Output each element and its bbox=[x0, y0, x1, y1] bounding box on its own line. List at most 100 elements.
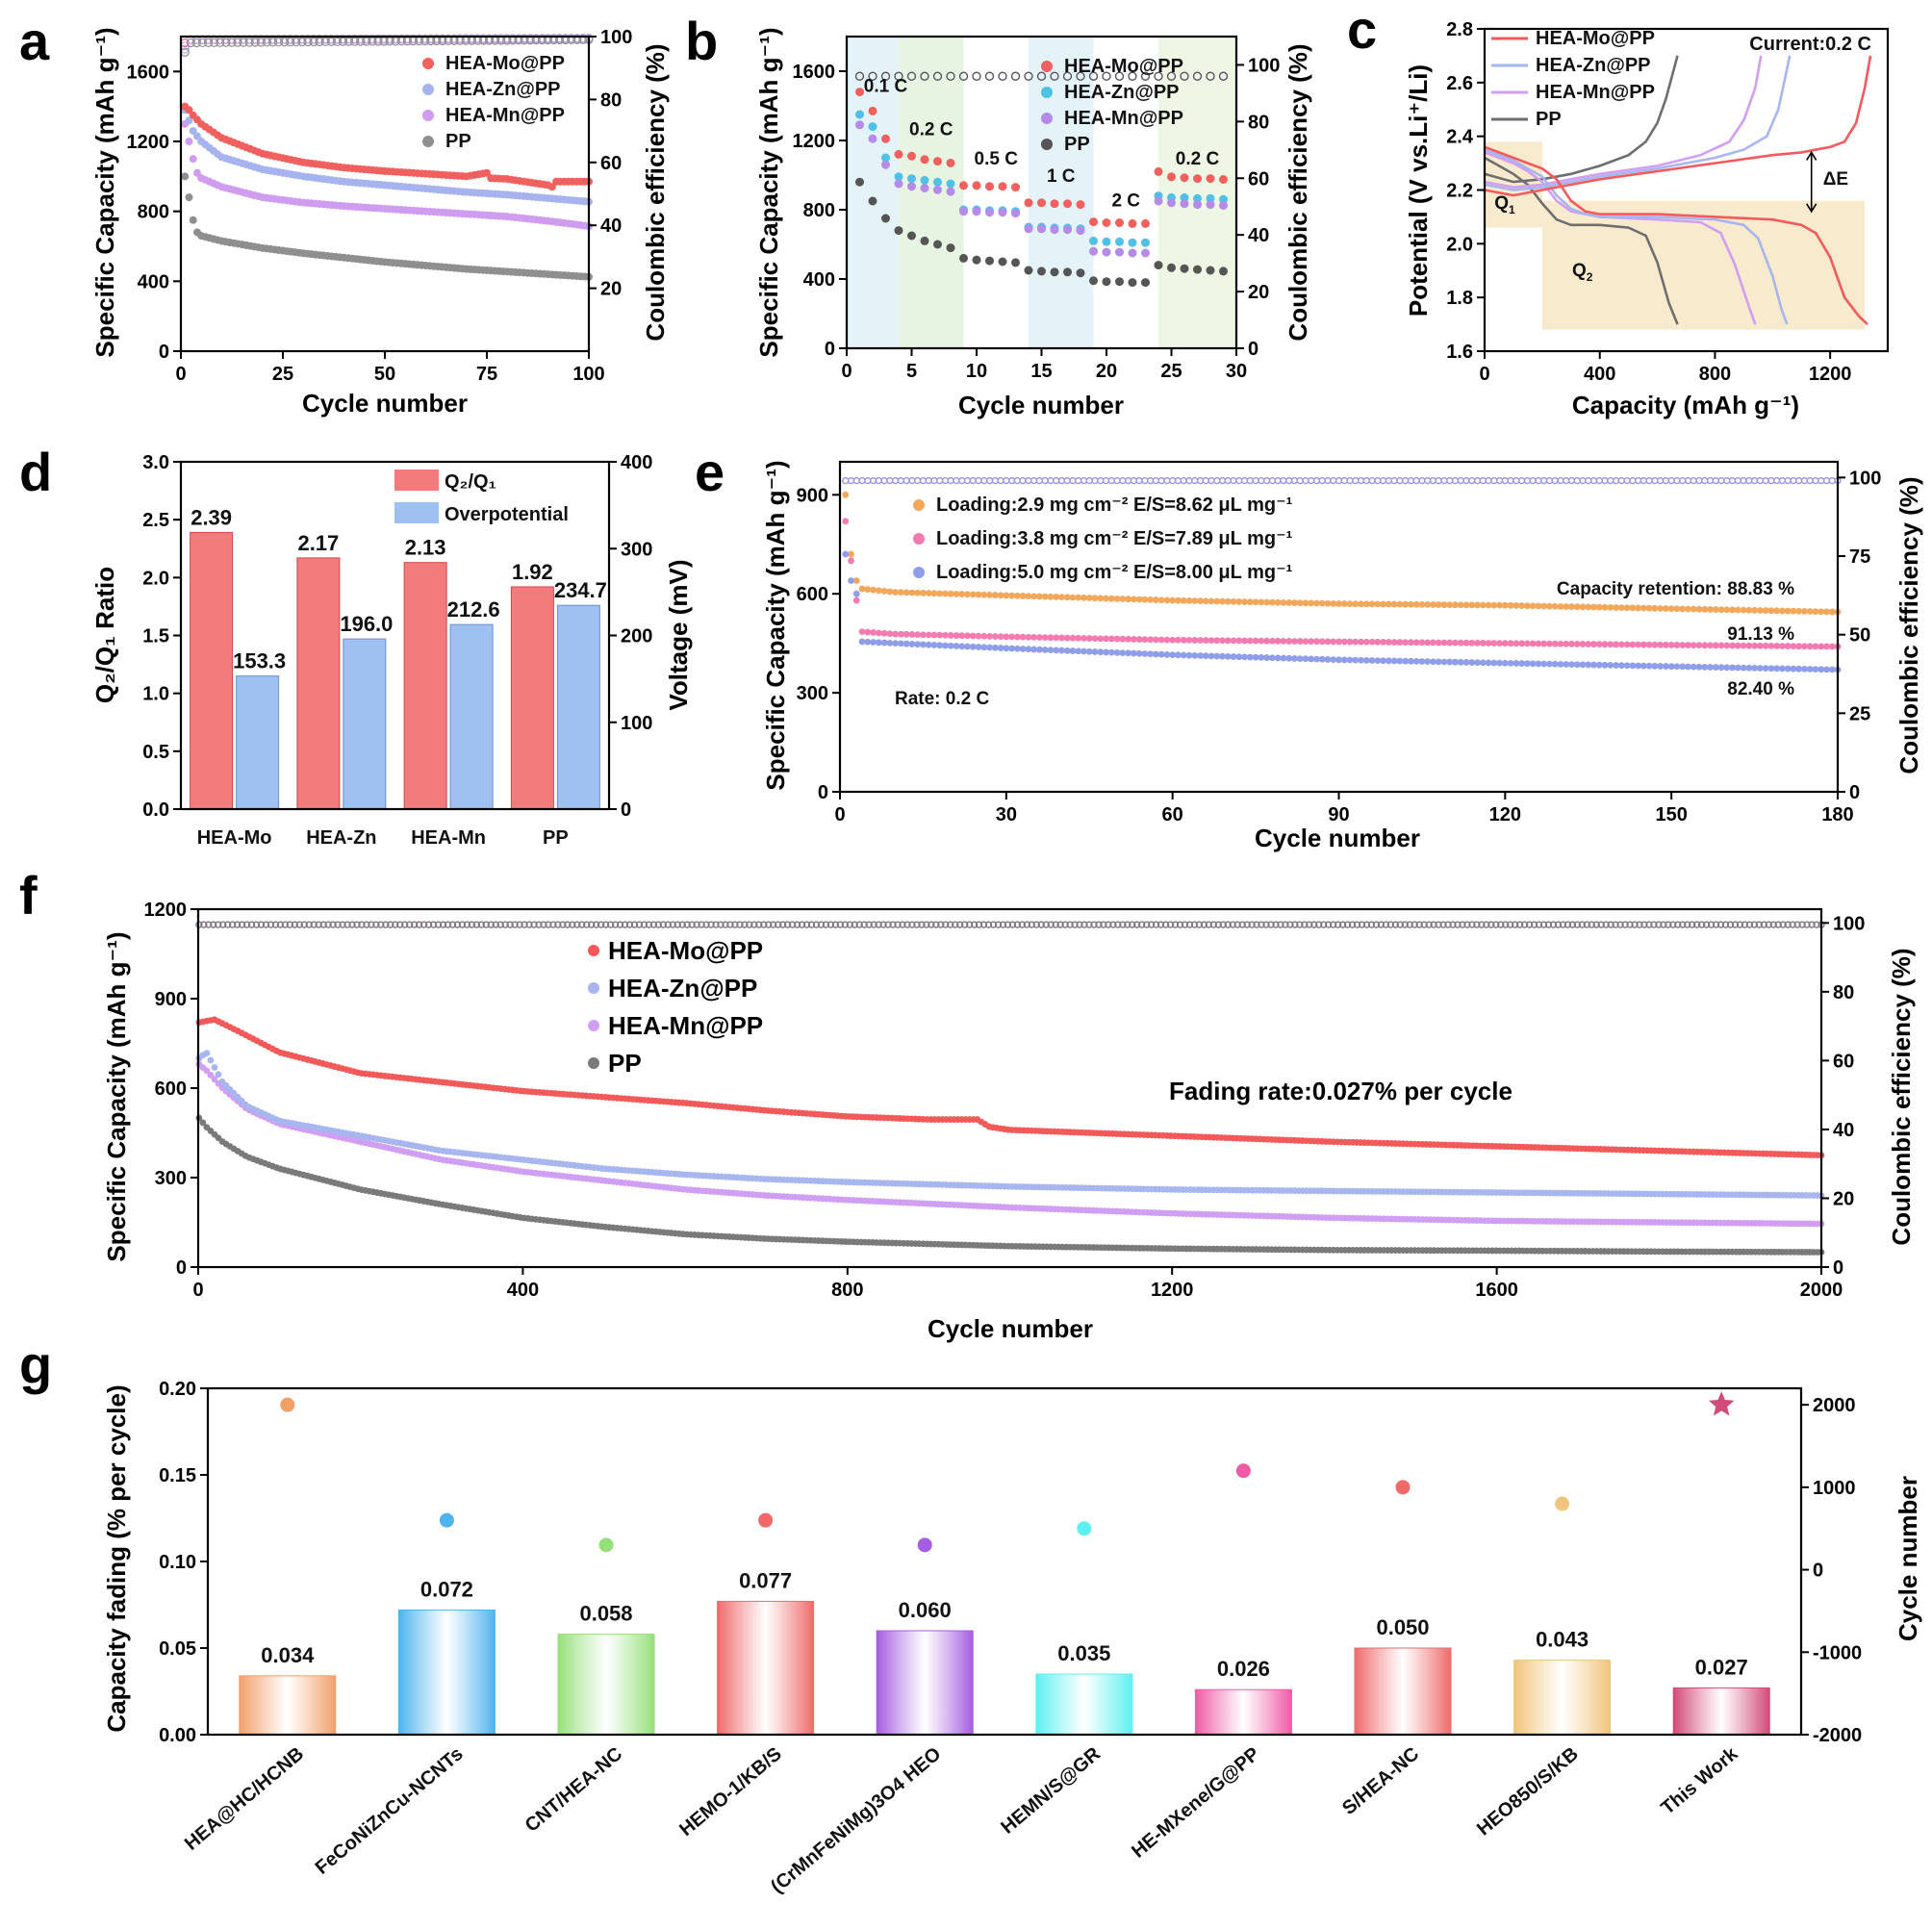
panel-e-ce-point bbox=[1486, 478, 1491, 484]
panel-e-ce-point bbox=[1724, 478, 1730, 484]
panel-e-ce-point bbox=[1353, 478, 1359, 484]
panel-b-ytick-label: 800 bbox=[803, 200, 835, 221]
panel-e-xtick-label: 180 bbox=[1821, 804, 1853, 825]
panel-b-point bbox=[1025, 267, 1033, 275]
panel-c-delta-label: ΔE bbox=[1823, 169, 1848, 190]
panel-e-ce-point bbox=[1630, 478, 1636, 484]
panel-e-ce-point bbox=[1192, 478, 1198, 484]
panel-b-point bbox=[1167, 264, 1176, 272]
panel-b-rate-band bbox=[964, 37, 1030, 348]
panel-e-rate-label: Rate: 0.2 C bbox=[895, 689, 989, 709]
panel-e-ce-point bbox=[1519, 478, 1525, 484]
panel-e-ce-point bbox=[1214, 478, 1220, 484]
panel-e-ce-point bbox=[959, 478, 965, 484]
panel-e-legend-label: Loading:2.9 mg cm⁻² E/S=8.62 μL mg⁻¹ bbox=[936, 495, 1293, 516]
panel-c-xtick-label: 400 bbox=[1584, 364, 1615, 385]
panel-e-ce-point bbox=[1452, 478, 1458, 484]
panel-e-ce-point bbox=[1469, 478, 1475, 484]
panel-e-ce-point bbox=[849, 478, 854, 484]
panel-b-point bbox=[959, 181, 968, 190]
panel-e-ce-point bbox=[1602, 478, 1608, 484]
panel-a-xlabel: Cycle number bbox=[302, 389, 468, 418]
panel-e-ce-point bbox=[843, 478, 849, 484]
panel-e-ce-point bbox=[1175, 478, 1181, 484]
panel-b-point bbox=[881, 135, 890, 143]
panel-a-point bbox=[181, 172, 189, 180]
panel-b-rate-label: 0.1 C bbox=[864, 77, 908, 97]
panel-d-legend-label: Overpotential bbox=[445, 504, 569, 525]
panel-d-bar-label: 1.92 bbox=[512, 560, 553, 584]
panel-b-point bbox=[1167, 172, 1176, 181]
panel-b-ytick-label: 1200 bbox=[793, 131, 836, 152]
panel-e-ce-point bbox=[1363, 478, 1369, 484]
panel-e-point bbox=[848, 558, 854, 565]
panel-d-label: d bbox=[19, 442, 52, 502]
panel-d-bar-overpotential bbox=[237, 676, 279, 809]
panel-b-point bbox=[1037, 267, 1046, 275]
panel-d-ytick-label: 2.0 bbox=[142, 568, 169, 589]
panel-e-ce-point bbox=[1281, 478, 1286, 484]
panel-b-point bbox=[973, 256, 981, 265]
panel-d-category-label: HEA-Mo bbox=[197, 827, 272, 849]
panel-e-ce-point bbox=[1136, 478, 1142, 484]
figure: a0 25 50 75 10004008001200160020406080100Cyc… bbox=[0, 0, 1932, 1929]
panel-e-ce-point bbox=[1359, 478, 1364, 484]
panel-e-point bbox=[842, 518, 849, 524]
panel-e-ce-point bbox=[1746, 478, 1752, 484]
panel-e-ce-point bbox=[1823, 478, 1829, 484]
panel-b-xtick-label: 10 bbox=[966, 361, 987, 382]
panel-b-point bbox=[855, 120, 864, 129]
panel-e-ce-point bbox=[1652, 478, 1658, 484]
panel-e-ce-point bbox=[853, 478, 859, 484]
panel-e-ce-point bbox=[1513, 478, 1519, 484]
panel-e-ce-point bbox=[1441, 478, 1447, 484]
panel-e-ce-point bbox=[1757, 478, 1763, 484]
panel-e-ce-point bbox=[1552, 478, 1558, 484]
panel-e: e0 30 60 90 120 150 18003006009000255075100Cyc… bbox=[695, 442, 1923, 852]
panel-e-ce-point bbox=[1385, 478, 1391, 484]
panel-e-ce-point bbox=[992, 478, 998, 484]
panel-d-bar-label: 2.39 bbox=[191, 505, 232, 529]
panel-e-ce-point bbox=[1131, 478, 1136, 484]
panel-e-ce-point bbox=[1580, 478, 1586, 484]
panel-e-ce-point bbox=[1702, 478, 1708, 484]
panel-a-legend-marker bbox=[422, 58, 434, 69]
panel-e-ce-point bbox=[915, 478, 921, 484]
panel-e-ce-point bbox=[1502, 478, 1508, 484]
panel-e-ce-point bbox=[1791, 478, 1796, 484]
panel-a-legend-marker bbox=[422, 110, 434, 121]
panel-b-point bbox=[1051, 199, 1059, 208]
panel-b-point bbox=[1193, 174, 1202, 183]
panel-c-legend-label: PP bbox=[1536, 109, 1562, 130]
panel-b-point bbox=[933, 186, 942, 194]
panel-e-ce-point bbox=[1813, 478, 1818, 484]
panel-e-ce-point bbox=[1785, 478, 1791, 484]
panel-e-ce-point bbox=[881, 478, 887, 484]
panel-e-ce-point bbox=[1530, 478, 1536, 484]
panel-e-ce-point bbox=[1696, 478, 1702, 484]
panel-b-rate-label: 0.2 C bbox=[909, 120, 953, 140]
panel-e-ce-point bbox=[1614, 478, 1619, 484]
panel-e-ce-point bbox=[1291, 478, 1297, 484]
panel-e-ce-point bbox=[1275, 478, 1281, 484]
panel-a-y2tick-label: 100 bbox=[600, 27, 632, 48]
panel-b-y2tick-label: 0 bbox=[1248, 339, 1258, 360]
panel-b-point bbox=[1077, 268, 1085, 277]
panel-d-bar-overpotential bbox=[450, 624, 493, 809]
panel-e-retention-label: 91.13 % bbox=[1727, 624, 1794, 645]
panel-e-ce-point bbox=[1735, 478, 1741, 484]
panel-e-ce-point bbox=[1624, 478, 1630, 484]
panel-d: d2.39153.3HEA-Mo2.17196.0HEA-Zn2.13212.6… bbox=[19, 442, 693, 849]
panel-e-ce-point bbox=[1153, 478, 1158, 484]
panel-e-ce-point bbox=[1331, 478, 1336, 484]
panel-a-xtick-label: 75 bbox=[476, 364, 497, 385]
panel-e-legend-label: Loading:3.8 mg cm⁻² E/S=7.89 μL mg⁻¹ bbox=[936, 528, 1293, 549]
panel-d-bar-q2q1 bbox=[297, 558, 340, 809]
panel-e-ce-point bbox=[931, 478, 937, 484]
panel-b-legend-label: HEA-Mo@PP bbox=[1064, 56, 1183, 77]
panel-f-point bbox=[212, 1064, 218, 1071]
panel-e-xtick-label: 120 bbox=[1489, 804, 1521, 825]
panel-e-ce-point bbox=[1397, 478, 1403, 484]
panel-e-point bbox=[848, 577, 854, 584]
panel-e-point bbox=[859, 586, 866, 593]
